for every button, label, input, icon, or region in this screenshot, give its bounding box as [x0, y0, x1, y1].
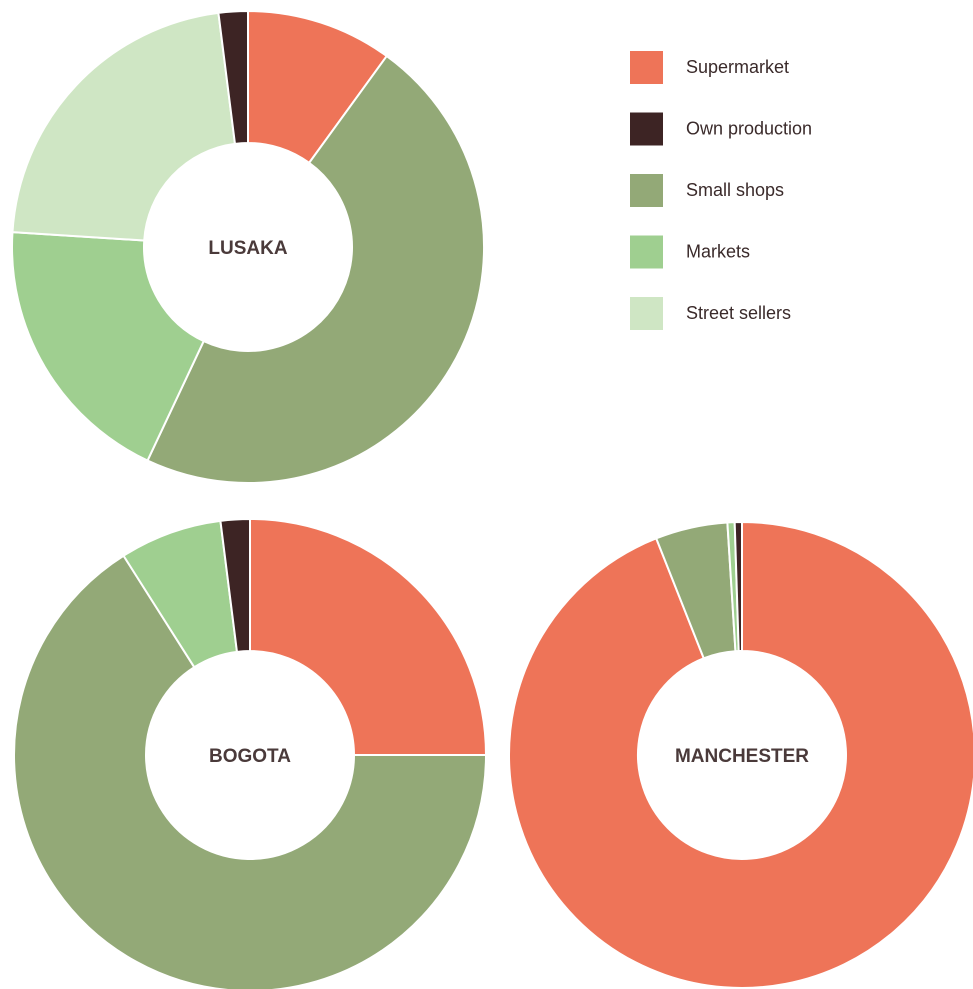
legend-label: Own production	[686, 119, 812, 139]
slice-lusaka-markets	[11, 231, 205, 462]
legend-item-markets: Markets	[630, 235, 750, 269]
slice-bogota-supermarket	[249, 518, 487, 756]
donut-manchester: MANCHESTER	[507, 520, 973, 989]
legend-label: Street sellers	[686, 303, 791, 323]
legend-label: Markets	[686, 242, 750, 262]
legend-swatch	[630, 51, 663, 84]
slice-bogota-small-shops	[13, 554, 487, 989]
slice-lusaka-street-sellers	[11, 11, 236, 242]
center-label-bogota: BOGOTA	[209, 746, 291, 767]
legend-swatch	[630, 112, 663, 146]
legend-item-small-shops: Small shops	[630, 174, 784, 207]
slice-bogota-own-production	[219, 518, 251, 653]
slice-lusaka-small-shops	[146, 55, 485, 484]
center-label-manchester: MANCHESTER	[675, 746, 809, 767]
center-label-lusaka: LUSAKA	[208, 238, 287, 259]
legend-swatch	[630, 297, 663, 330]
legend-item-supermarket: Supermarket	[630, 51, 789, 84]
legend-swatch	[630, 235, 663, 269]
slice-lusaka-own-production	[217, 10, 249, 145]
legend-label: Small shops	[686, 180, 784, 200]
donuts-layer: LUSAKA BOGOTA MANCHESTER	[11, 10, 973, 989]
legend-label: Supermarket	[686, 57, 789, 77]
slice-manchester-supermarket	[507, 521, 973, 989]
legend: Supermarket Own production Small shops Mark…	[630, 51, 812, 330]
legend-item-own-production: Own production	[630, 112, 812, 146]
donut-lusaka: LUSAKA	[11, 10, 485, 484]
donut-bogota: BOGOTA	[13, 518, 487, 989]
legend-item-street-sellers: Street sellers	[630, 297, 791, 330]
slice-manchester-own-production	[733, 520, 743, 653]
legend-swatch	[630, 174, 663, 207]
